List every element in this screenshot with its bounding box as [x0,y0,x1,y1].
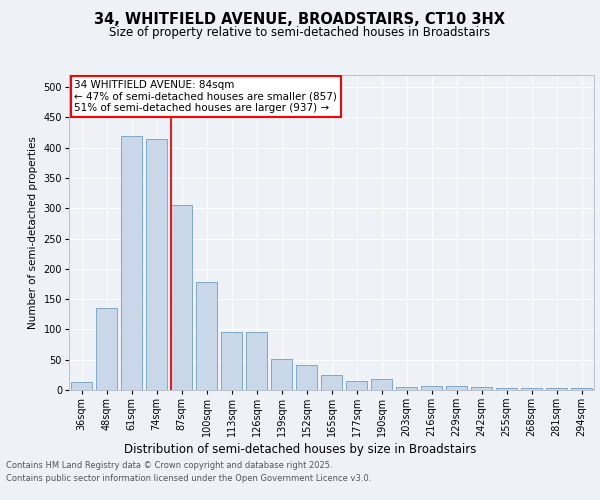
Bar [371,379,392,390]
Bar [146,138,167,390]
Bar [121,136,142,390]
Text: Distribution of semi-detached houses by size in Broadstairs: Distribution of semi-detached houses by … [124,442,476,456]
Y-axis label: Number of semi-detached properties: Number of semi-detached properties [28,136,38,329]
Text: Contains public sector information licensed under the Open Government Licence v3: Contains public sector information licen… [6,474,371,483]
Bar [246,332,267,390]
Text: Size of property relative to semi-detached houses in Broadstairs: Size of property relative to semi-detach… [109,26,491,39]
Bar [71,382,92,390]
Text: 34, WHITFIELD AVENUE, BROADSTAIRS, CT10 3HX: 34, WHITFIELD AVENUE, BROADSTAIRS, CT10 … [95,12,505,28]
Bar [221,332,242,390]
Bar [521,388,542,390]
Bar [396,387,417,390]
Bar [96,308,117,390]
Bar [271,358,292,390]
Bar [496,388,517,390]
Bar [196,282,217,390]
Bar [546,388,567,390]
Bar [446,386,467,390]
Bar [321,375,342,390]
Bar [296,364,317,390]
Bar [346,381,367,390]
Text: Contains HM Land Registry data © Crown copyright and database right 2025.: Contains HM Land Registry data © Crown c… [6,460,332,469]
Bar [421,386,442,390]
Text: 34 WHITFIELD AVENUE: 84sqm
← 47% of semi-detached houses are smaller (857)
51% o: 34 WHITFIELD AVENUE: 84sqm ← 47% of semi… [74,80,337,113]
Bar [171,205,192,390]
Bar [571,388,592,390]
Bar [471,387,492,390]
